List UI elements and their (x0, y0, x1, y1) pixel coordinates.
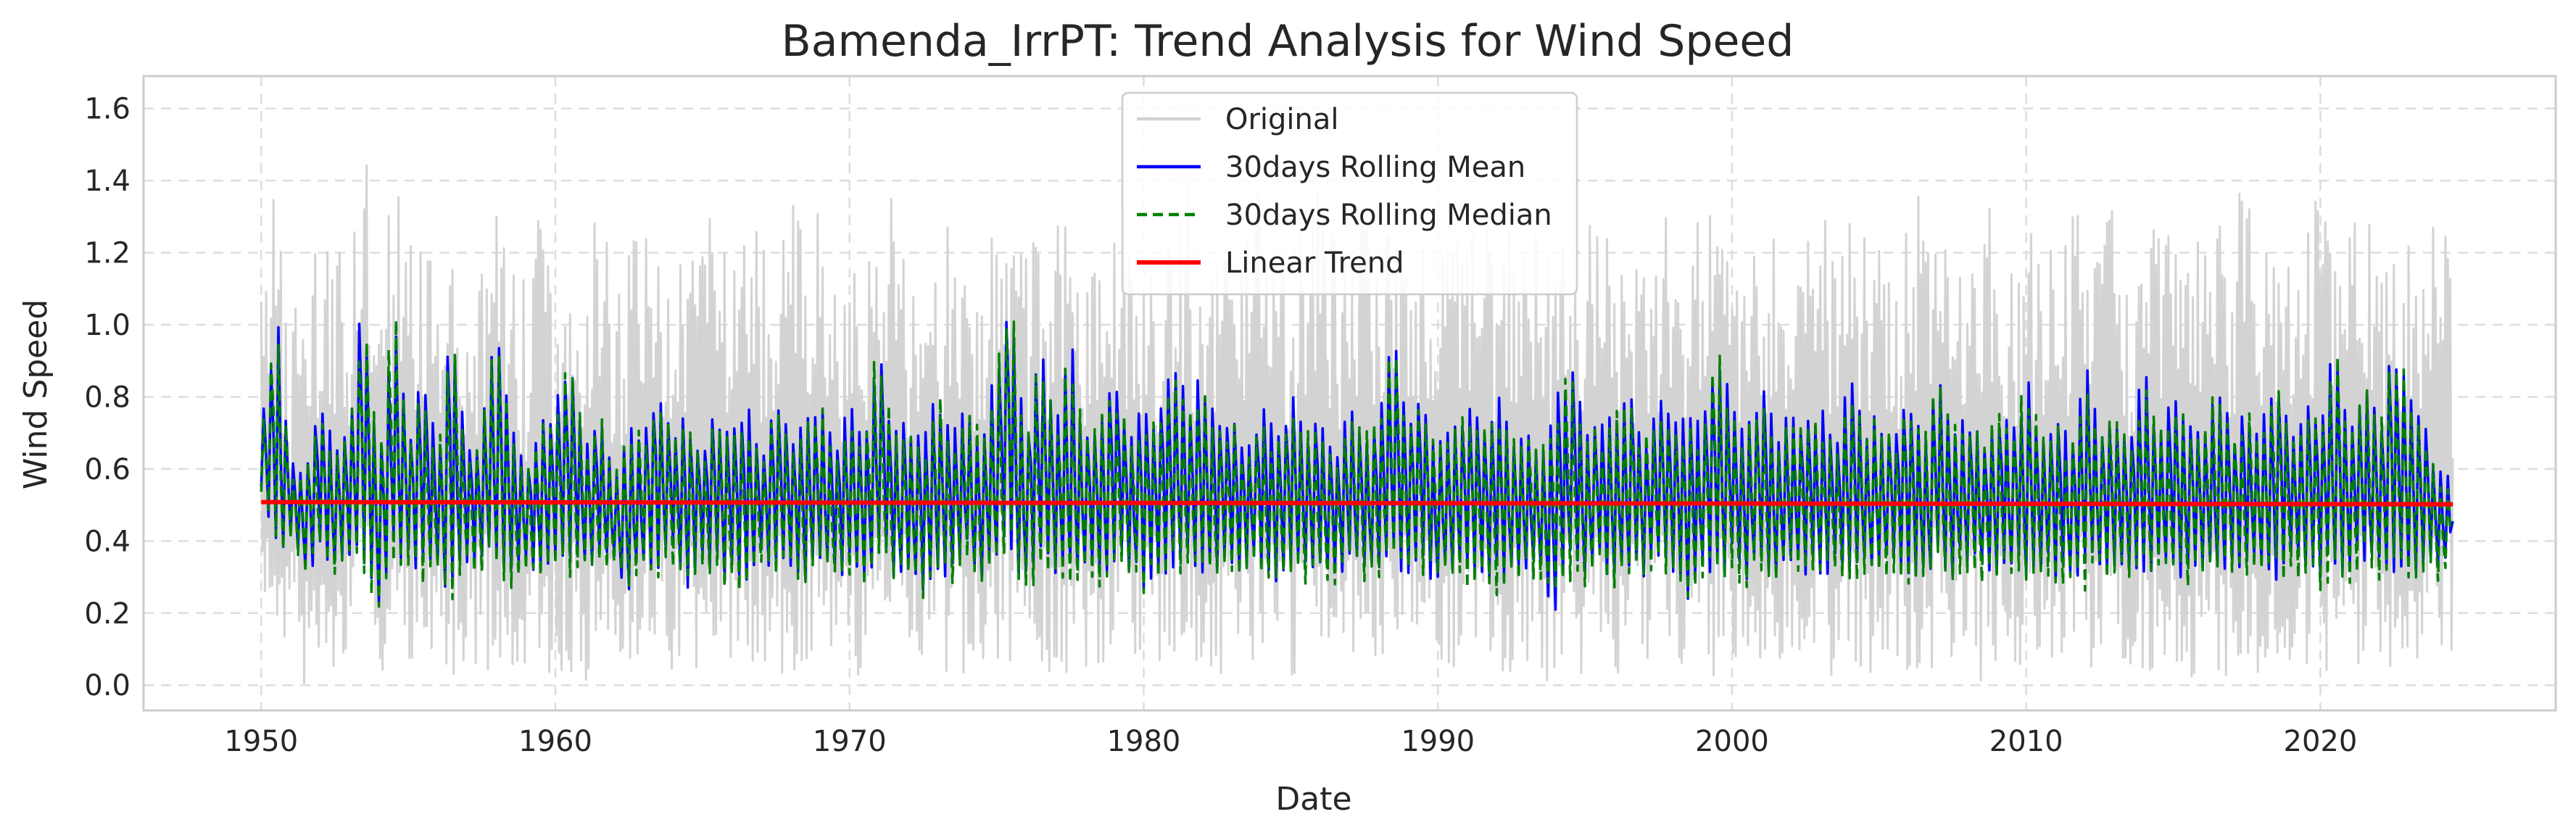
series-original-line (260, 164, 2454, 684)
y-tick-label: 1.4 (84, 165, 131, 198)
legend-box (1121, 91, 1578, 296)
y-tick-label: 0.2 (84, 597, 131, 631)
y-tick-label: 0.6 (84, 453, 131, 486)
x-tick-label: 1990 (1401, 725, 1475, 758)
y-tick-label: 1.6 (84, 93, 131, 126)
x-axis-label: Date (1275, 781, 1351, 818)
y-tick-label: 1.2 (84, 237, 131, 270)
x-tick-label: 1950 (224, 725, 298, 758)
plot-frame (142, 75, 2557, 712)
series-layer (260, 164, 2454, 684)
x-tick-label: 1960 (518, 725, 592, 758)
legend: Original 30days Rolling Mean 30days Rollin… (1121, 91, 1578, 296)
y-tick-label: 1.0 (84, 309, 131, 342)
series-rolling-median-line (260, 318, 2453, 608)
y-tick-label: 0.0 (84, 669, 131, 702)
y-axis-label: Wind Speed (17, 299, 54, 490)
x-tick-label: 1970 (813, 725, 887, 758)
y-tick-label: 0.4 (84, 525, 131, 558)
legend-label: 30days Rolling Median (1225, 199, 1552, 232)
y-tick-label: 0.8 (84, 381, 131, 414)
series-linear-trend-line (261, 499, 2453, 507)
chart-title: Bamenda_IrrPT: Trend Analysis for Wind S… (782, 16, 1794, 67)
x-tick-label: 1980 (1107, 725, 1181, 758)
x-tick-label: 2010 (1989, 725, 2063, 758)
legend-label: Linear Trend (1225, 246, 1404, 280)
tick-layer: 1950 1960 1970 1980 1990 2000 2010 2020 0.0 0.2 0.… (84, 93, 2357, 758)
legend-label: Original (1225, 103, 1339, 136)
x-tick-label: 2020 (2284, 725, 2358, 758)
legend-label: 30days Rolling Mean (1225, 151, 1525, 184)
x-tick-label: 2000 (1695, 725, 1769, 758)
